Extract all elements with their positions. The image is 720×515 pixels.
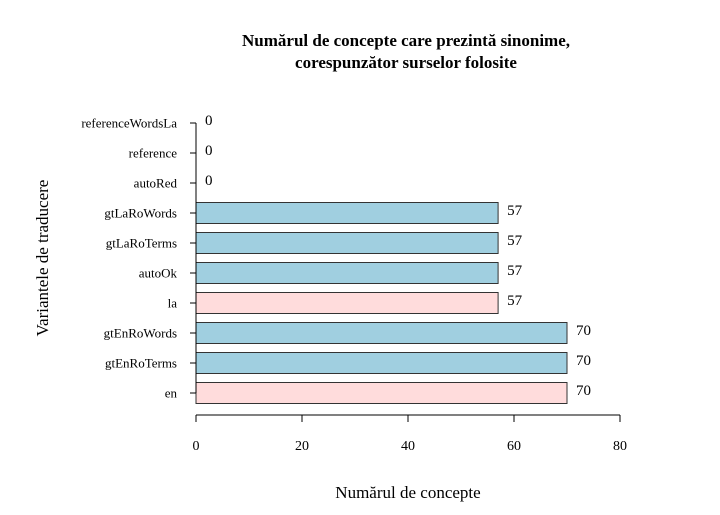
- data-label-gtEnRoWords: 70: [576, 323, 591, 339]
- bar-gtLaRoWords: [195, 202, 499, 224]
- data-label-gtLaRoTerms: 57: [507, 233, 522, 249]
- data-label-la: 57: [507, 293, 522, 309]
- x-tick-label-40: 40: [401, 439, 415, 454]
- bar-gtEnRoWords: [195, 322, 568, 344]
- y-tick-label-gtEnRoTerms: gtEnRoTerms: [105, 356, 177, 371]
- y-tick-label-en: en: [165, 386, 178, 401]
- bar-gtEnRoTerms: [195, 352, 568, 374]
- y-tick-label-gtLaRoWords: gtLaRoWords: [104, 206, 177, 221]
- y-tick-label-reference: reference: [129, 146, 178, 161]
- chart-title-line-2: corespunzător surselor folosite: [295, 53, 517, 72]
- x-tick-label-20: 20: [295, 439, 309, 454]
- bars-group: 0 0 0 57 57 57 57 70 70 70: [195, 113, 591, 404]
- chart-title-line-1: Numărul de concepte care prezintă sinoni…: [242, 31, 570, 50]
- x-tick-label-80: 80: [613, 439, 627, 454]
- y-tick-label-autoOk: autoOk: [139, 266, 178, 281]
- data-label-gtEnRoTerms: 70: [576, 353, 591, 369]
- x-tick-label-0: 0: [193, 439, 200, 454]
- bar-autoOk: [195, 262, 499, 284]
- y-tick-label-referenceWordsLa: referenceWordsLa: [81, 116, 177, 131]
- data-label-en: 70: [576, 383, 591, 399]
- y-axis-title: Variantele de traducere: [33, 180, 52, 337]
- y-tick-label-gtLaRoTerms: gtLaRoTerms: [106, 236, 177, 251]
- x-axis: 0 20 40 60 80: [193, 414, 627, 454]
- data-label-referenceWordsLa: 0: [205, 113, 213, 129]
- bar-la: [195, 292, 499, 314]
- y-tick-label-autoRed: autoRed: [134, 176, 178, 191]
- data-label-reference: 0: [205, 143, 213, 159]
- data-label-autoRed: 0: [205, 173, 213, 189]
- y-tick-label-gtEnRoWords: gtEnRoWords: [104, 326, 177, 341]
- y-axis: referenceWordsLa reference autoRed gtLaRoWo…: [81, 116, 197, 401]
- bar-en: [195, 382, 568, 404]
- data-label-autoOk: 57: [507, 263, 522, 279]
- data-label-gtLaRoWords: 57: [507, 203, 522, 219]
- x-tick-label-60: 60: [507, 439, 521, 454]
- x-axis-title: Numărul de concepte: [335, 483, 480, 502]
- y-tick-label-la: la: [168, 296, 178, 311]
- bar-gtLaRoTerms: [195, 232, 499, 254]
